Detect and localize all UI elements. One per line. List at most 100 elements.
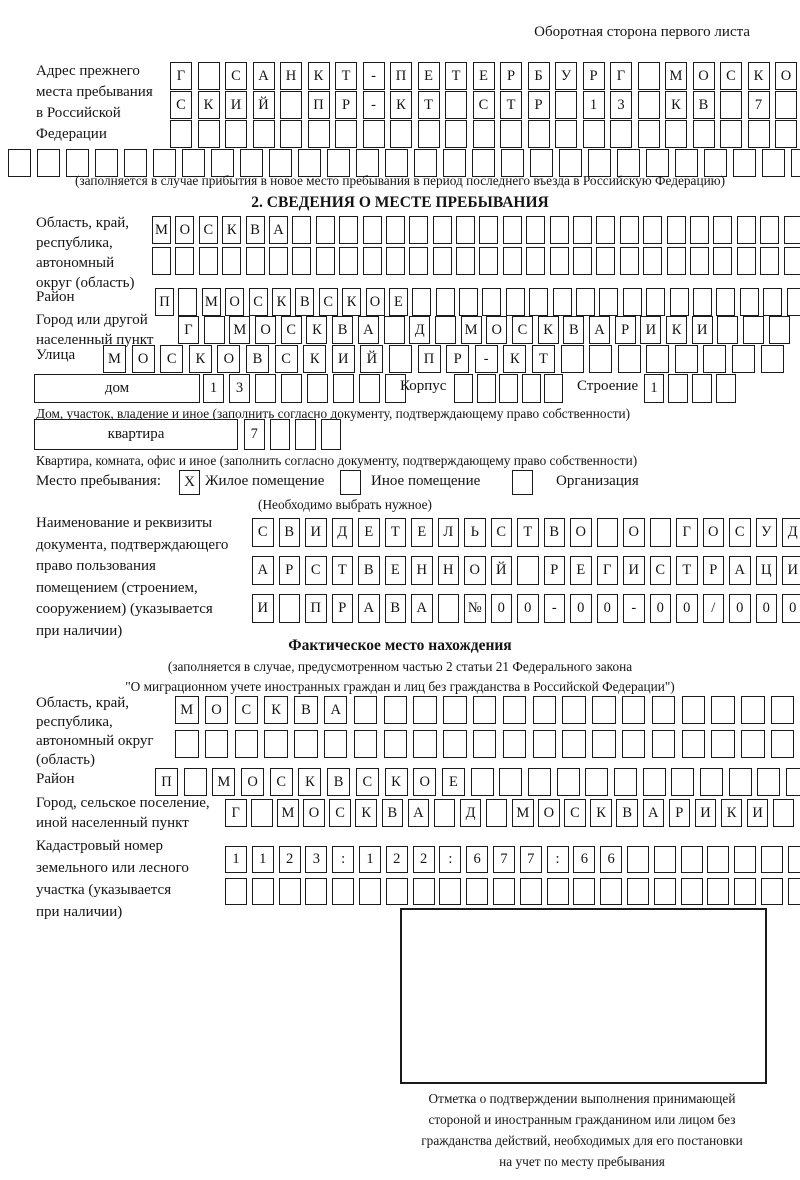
- char-box[interactable]: Р: [278, 556, 300, 585]
- char-box[interactable]: П: [155, 288, 174, 316]
- char-box[interactable]: Ц: [755, 556, 777, 585]
- char-box[interactable]: М: [277, 799, 299, 827]
- char-box[interactable]: [653, 846, 676, 873]
- char-box[interactable]: [413, 149, 438, 177]
- char-box[interactable]: [315, 216, 335, 244]
- char-box[interactable]: [268, 247, 288, 275]
- char-box[interactable]: [456, 216, 476, 244]
- char-box[interactable]: А: [252, 62, 275, 90]
- char-box[interactable]: [622, 288, 642, 316]
- char-box[interactable]: О: [241, 768, 265, 796]
- char-box[interactable]: К: [307, 62, 330, 90]
- char-box[interactable]: [668, 374, 688, 403]
- char-box[interactable]: О: [702, 518, 724, 547]
- char-box[interactable]: [760, 878, 783, 905]
- char-box[interactable]: К: [384, 768, 408, 796]
- char-box[interactable]: [576, 288, 596, 316]
- char-box[interactable]: [619, 247, 639, 275]
- char-box[interactable]: А: [358, 594, 380, 623]
- char-box[interactable]: [65, 149, 90, 177]
- char-box[interactable]: [326, 149, 351, 177]
- char-box[interactable]: Ь: [464, 518, 486, 547]
- char-box[interactable]: [768, 316, 790, 344]
- char-box[interactable]: [560, 345, 584, 373]
- char-box[interactable]: [760, 247, 780, 275]
- char-box[interactable]: [681, 730, 706, 758]
- char-box[interactable]: П: [307, 91, 330, 119]
- char-box[interactable]: [252, 120, 275, 148]
- char-box[interactable]: 1: [225, 846, 247, 873]
- char-box[interactable]: [197, 62, 220, 90]
- char-box[interactable]: [384, 149, 409, 177]
- char-box[interactable]: С: [511, 316, 533, 344]
- char-box[interactable]: 1: [582, 91, 605, 119]
- char-box[interactable]: [770, 696, 795, 724]
- char-box[interactable]: 3: [229, 374, 250, 403]
- char-box[interactable]: [251, 878, 274, 905]
- char-box[interactable]: [713, 247, 733, 275]
- char-box[interactable]: [499, 374, 518, 403]
- char-box[interactable]: [413, 696, 437, 724]
- char-box[interactable]: О: [692, 62, 715, 90]
- char-box[interactable]: №: [464, 594, 486, 623]
- char-box[interactable]: Р: [446, 345, 470, 373]
- char-box[interactable]: [385, 216, 405, 244]
- char-box[interactable]: /: [702, 594, 724, 623]
- char-box[interactable]: 7: [519, 846, 542, 873]
- apartment-number-row[interactable]: 7: [244, 419, 341, 450]
- char-box[interactable]: [589, 345, 613, 373]
- char-box[interactable]: К: [666, 316, 688, 344]
- char-box[interactable]: 3: [610, 91, 632, 119]
- char-box[interactable]: И: [623, 556, 645, 585]
- char-box[interactable]: С: [490, 518, 512, 547]
- char-box[interactable]: Р: [668, 799, 691, 827]
- char-box[interactable]: [409, 247, 429, 275]
- apartment-type-box[interactable]: квартира: [34, 419, 238, 450]
- char-box[interactable]: [649, 518, 671, 547]
- char-box[interactable]: Г: [596, 556, 618, 585]
- char-box[interactable]: [637, 62, 660, 90]
- char-box[interactable]: А: [268, 216, 288, 244]
- char-box[interactable]: [703, 345, 727, 373]
- char-box[interactable]: [596, 247, 616, 275]
- char-box[interactable]: Е: [570, 556, 592, 585]
- char-box[interactable]: [621, 696, 646, 724]
- char-box[interactable]: [556, 768, 580, 796]
- char-box[interactable]: [362, 247, 382, 275]
- char-box[interactable]: М: [512, 799, 534, 827]
- char-box[interactable]: :: [332, 846, 355, 873]
- char-box[interactable]: [700, 768, 724, 796]
- char-box[interactable]: О: [365, 288, 385, 316]
- char-box[interactable]: [175, 247, 195, 275]
- char-box[interactable]: -: [623, 594, 645, 623]
- char-box[interactable]: Р: [335, 91, 357, 119]
- char-box[interactable]: С: [355, 768, 379, 796]
- char-box[interactable]: 0: [490, 594, 512, 623]
- char-box[interactable]: [599, 288, 619, 316]
- char-box[interactable]: [519, 878, 542, 905]
- char-box[interactable]: А: [252, 556, 274, 585]
- char-box[interactable]: [466, 878, 489, 905]
- char-box[interactable]: [555, 120, 577, 148]
- char-box[interactable]: 2: [412, 846, 435, 873]
- char-box[interactable]: [775, 91, 797, 119]
- char-box[interactable]: К: [390, 91, 412, 119]
- char-box[interactable]: [203, 316, 225, 344]
- char-box[interactable]: К: [720, 799, 743, 827]
- char-box[interactable]: А: [323, 696, 348, 724]
- char-box[interactable]: [479, 247, 499, 275]
- char-box[interactable]: У: [755, 518, 777, 547]
- char-box[interactable]: О: [255, 316, 277, 344]
- char-box[interactable]: [544, 374, 563, 403]
- char-box[interactable]: [433, 799, 456, 827]
- char-box[interactable]: В: [294, 696, 318, 724]
- char-box[interactable]: [707, 846, 730, 873]
- char-box[interactable]: [383, 316, 405, 344]
- char-box[interactable]: О: [623, 518, 645, 547]
- char-box[interactable]: [549, 216, 569, 244]
- char-box[interactable]: [573, 878, 596, 905]
- char-box[interactable]: [760, 345, 784, 373]
- char-box[interactable]: А: [729, 556, 751, 585]
- char-box[interactable]: Е: [441, 768, 465, 796]
- char-box[interactable]: 0: [676, 594, 698, 623]
